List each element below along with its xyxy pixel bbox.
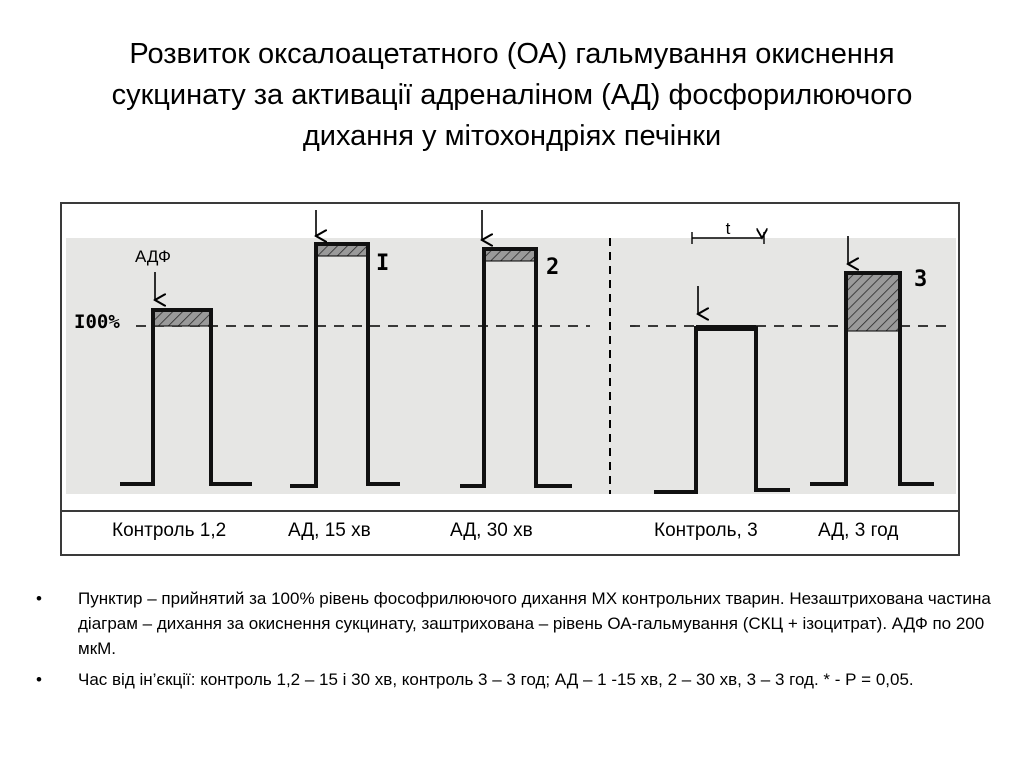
bullet-icon: • bbox=[36, 670, 42, 689]
trace-label-1: I bbox=[376, 251, 389, 276]
chart-photo-background bbox=[66, 238, 956, 494]
caption-control-1-2: Контроль 1,2 bbox=[112, 520, 227, 541]
respiration-diagram: t АДФ I00% I 2 3 bbox=[74, 210, 950, 494]
time-label: t bbox=[726, 219, 731, 238]
trace-ad-3h bbox=[810, 271, 934, 486]
bullet-icon: • bbox=[36, 589, 42, 608]
title-line-1: Розвиток оксалоацетатного (ОА) гальмуван… bbox=[129, 38, 895, 70]
note-item: • Час від ін’єкції: контроль 1,2 – 15 і … bbox=[36, 667, 996, 692]
adp-label: АДФ bbox=[135, 247, 171, 266]
trace-control-3 bbox=[654, 326, 790, 494]
caption-control-3: Контроль, 3 bbox=[654, 520, 758, 541]
trace-control-1-2 bbox=[120, 308, 252, 486]
time-interval-marker bbox=[691, 232, 764, 244]
trace-label-2: 2 bbox=[546, 255, 559, 280]
title-line-3: дихання у мітохондріях печінки bbox=[302, 120, 722, 152]
level-100-label: I00% bbox=[74, 311, 120, 333]
caption-ad-3h: АД, 3 год bbox=[818, 520, 899, 541]
trace-ad-30 bbox=[460, 247, 572, 488]
title-line-2: сукцинату за активації адреналіном (АД) … bbox=[111, 79, 913, 111]
trace-label-3: 3 bbox=[914, 267, 927, 292]
hatch-control bbox=[152, 309, 212, 327]
respiration-figure: t АДФ I00% I 2 3 Контроль 1,2 АД, 15 хв … bbox=[60, 202, 960, 556]
note-text-2: Час від ін’єкції: контроль 1,2 – 15 і 30… bbox=[78, 670, 914, 689]
hatch-trace-3 bbox=[845, 272, 901, 332]
caption-row: Контроль 1,2 АД, 15 хв АД, 30 хв Контрол… bbox=[62, 510, 958, 552]
note-text-1: Пунктир – прийнятий за 100% рівень фософ… bbox=[78, 589, 991, 658]
caption-ad-30: АД, 30 хв bbox=[450, 520, 533, 541]
caption-ad-15: АД, 15 хв bbox=[288, 520, 371, 541]
slide-title: Розвиток оксалоацетатного (ОА) гальмуван… bbox=[20, 34, 1004, 157]
notes-list: • Пунктир – прийнятий за 100% рівень фос… bbox=[36, 586, 996, 698]
note-item: • Пунктир – прийнятий за 100% рівень фос… bbox=[36, 586, 996, 661]
trace-ad-15 bbox=[290, 242, 400, 488]
